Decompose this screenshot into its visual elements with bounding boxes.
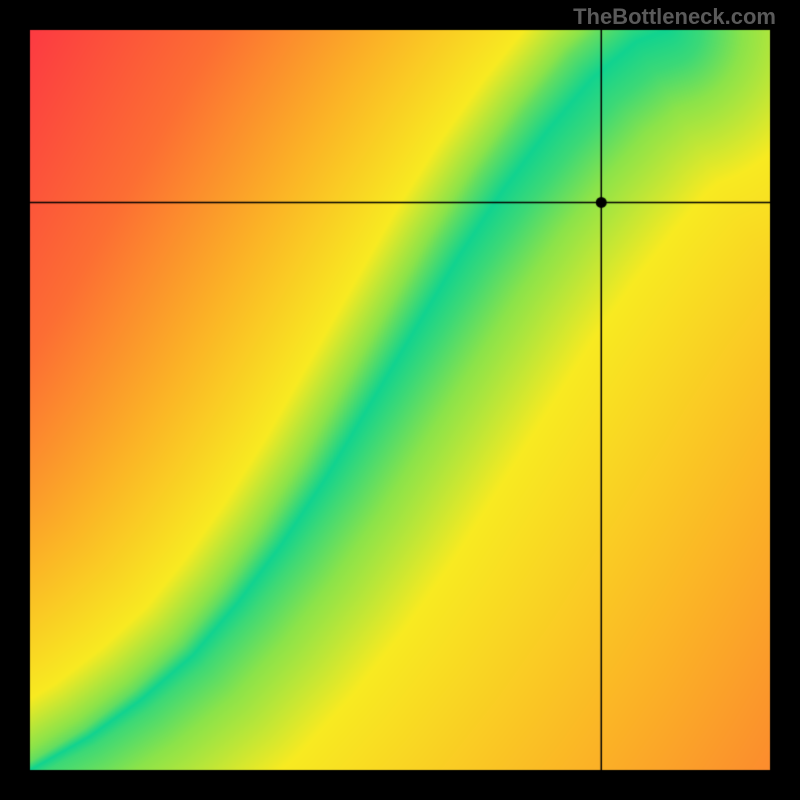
chart-container: TheBottleneck.com <box>0 0 800 800</box>
watermark-text: TheBottleneck.com <box>573 4 776 30</box>
bottleneck-heatmap <box>0 0 800 800</box>
